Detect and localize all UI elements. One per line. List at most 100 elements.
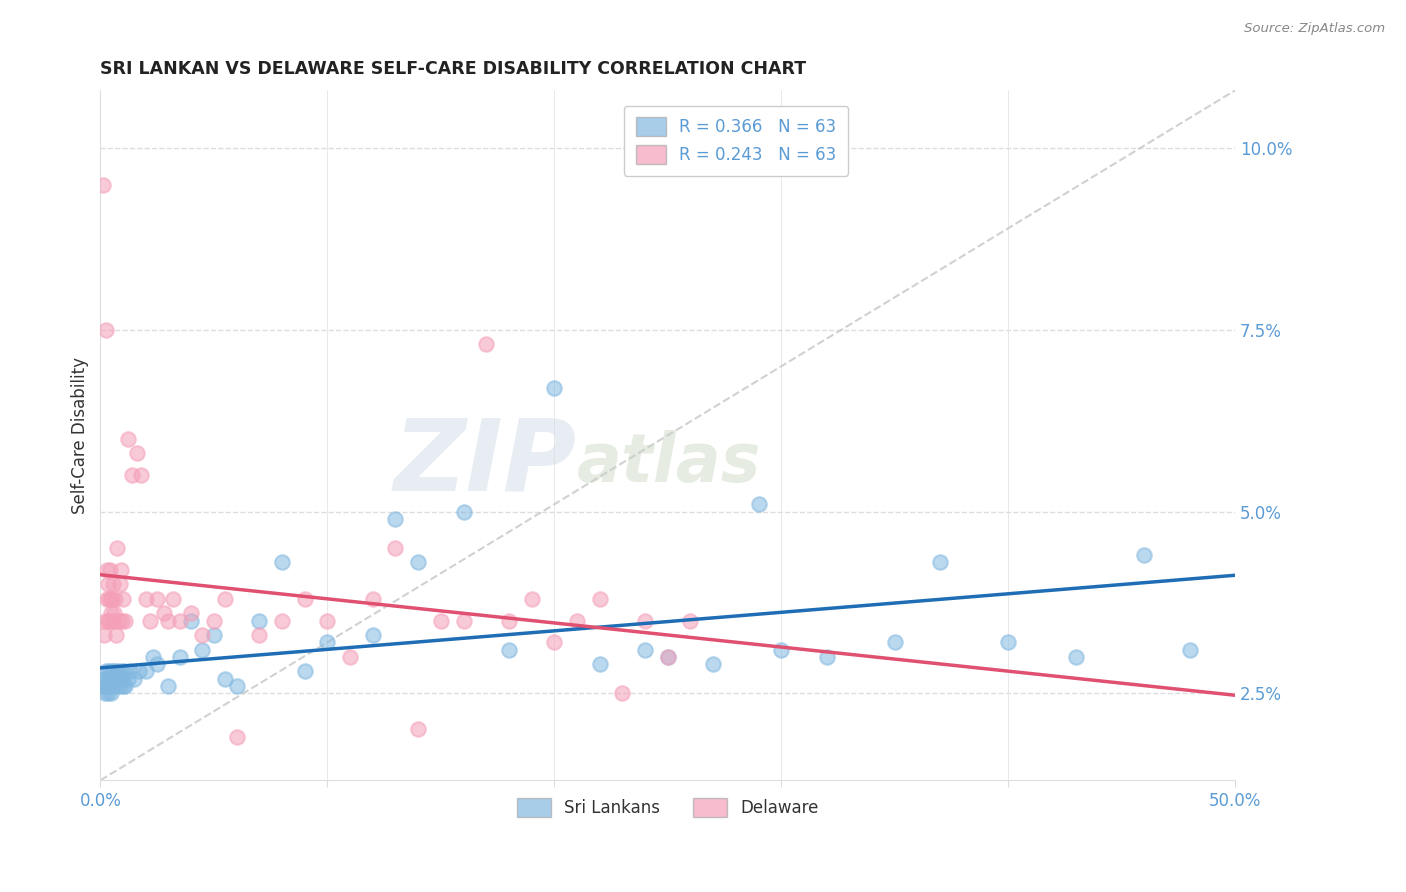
Point (98, 665, 121, 679)
Point (139, 614, 162, 628)
Point (169, 614, 191, 628)
Point (406, 555, 429, 569)
Point (100, 606, 122, 620)
Point (543, 635, 565, 649)
Point (97, 686, 120, 700)
Point (202, 628, 225, 642)
Point (105, 628, 128, 642)
Point (94, 686, 117, 700)
Point (100, 686, 122, 700)
Point (98, 591, 121, 606)
Point (114, 679, 136, 693)
Point (361, 591, 384, 606)
Point (294, 665, 316, 679)
Point (101, 591, 124, 606)
Point (103, 606, 125, 620)
Point (128, 665, 150, 679)
Point (271, 614, 294, 628)
Point (247, 628, 270, 642)
Point (107, 672, 129, 686)
Point (929, 555, 952, 569)
Point (565, 614, 588, 628)
Point (475, 337, 498, 351)
Point (1178, 642, 1201, 657)
Point (118, 665, 141, 679)
Text: Source: ZipAtlas.com: Source: ZipAtlas.com (1244, 22, 1385, 36)
Point (103, 665, 125, 679)
Point (316, 614, 339, 628)
Point (997, 635, 1019, 649)
Point (498, 614, 520, 628)
Point (117, 432, 139, 446)
Point (406, 723, 429, 737)
Point (180, 614, 202, 628)
Point (142, 649, 165, 664)
Point (162, 591, 184, 606)
Point (770, 642, 793, 657)
Text: atlas: atlas (576, 430, 762, 496)
Point (94, 665, 117, 679)
Point (100, 614, 122, 628)
Point (384, 541, 406, 555)
Text: ZIP: ZIP (394, 415, 576, 511)
Point (97, 577, 120, 591)
Point (634, 642, 657, 657)
Y-axis label: Self-Care Disability: Self-Care Disability (72, 357, 89, 514)
Point (101, 577, 124, 591)
Point (135, 591, 157, 606)
Point (361, 628, 384, 642)
Point (124, 672, 146, 686)
Point (111, 614, 134, 628)
Point (97, 614, 120, 628)
Point (121, 468, 143, 483)
Point (157, 614, 180, 628)
Point (129, 468, 152, 483)
Point (589, 657, 612, 671)
Point (339, 649, 361, 664)
Point (135, 665, 157, 679)
Point (702, 657, 724, 671)
Point (748, 497, 770, 511)
Point (384, 512, 406, 526)
Point (202, 614, 225, 628)
Point (114, 614, 136, 628)
Point (104, 672, 127, 686)
Point (94, 323, 117, 337)
Point (146, 657, 169, 671)
Point (520, 591, 543, 606)
Point (97, 679, 120, 693)
Point (225, 679, 247, 693)
Point (105, 665, 128, 679)
Point (91, 178, 114, 192)
Legend: Sri Lankans, Delaware: Sri Lankans, Delaware (510, 791, 825, 823)
Point (169, 649, 191, 664)
Point (191, 628, 214, 642)
Point (98, 672, 121, 686)
Point (214, 591, 236, 606)
Point (117, 672, 139, 686)
Point (96, 563, 118, 577)
Point (157, 679, 180, 693)
Point (247, 614, 270, 628)
Point (100, 665, 122, 679)
Point (191, 642, 214, 657)
Point (100, 591, 122, 606)
Point (1066, 649, 1088, 664)
Point (108, 577, 131, 591)
Point (93, 679, 115, 693)
Point (112, 665, 135, 679)
Point (94, 614, 117, 628)
Point (107, 614, 129, 628)
Point (543, 381, 565, 395)
Point (316, 635, 339, 649)
Point (110, 665, 132, 679)
Point (657, 649, 679, 664)
Point (430, 614, 453, 628)
Point (815, 649, 838, 664)
Point (96, 672, 118, 686)
Point (108, 679, 131, 693)
Point (180, 606, 202, 620)
Point (98, 563, 121, 577)
Point (498, 642, 520, 657)
Point (110, 563, 132, 577)
